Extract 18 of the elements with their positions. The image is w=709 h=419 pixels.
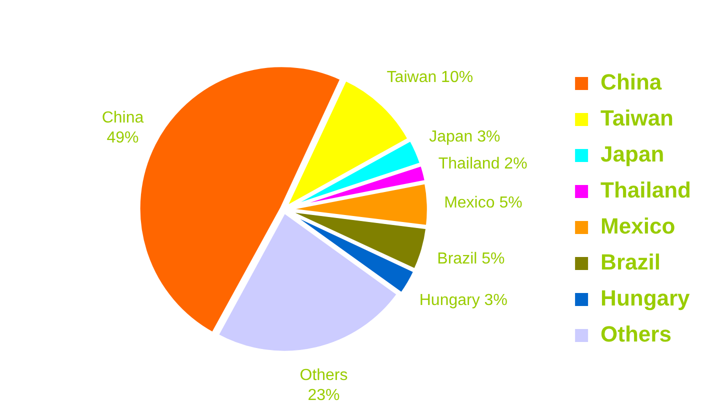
data-label: 49% xyxy=(106,130,139,147)
category-label: Hungary 3% xyxy=(419,292,508,310)
slice-label: China xyxy=(102,110,144,127)
legend-label: Brazil xyxy=(600,250,660,275)
category-label: Taiwan 10% xyxy=(386,68,474,86)
category-label: Thailand 2% xyxy=(438,155,528,172)
data-label: 23% xyxy=(308,386,340,404)
legend-label: Mexico xyxy=(600,214,676,239)
legend-label: Others xyxy=(600,322,672,347)
slice-label: Others xyxy=(300,366,348,384)
legend-label: China xyxy=(600,70,662,95)
legend-label: Taiwan xyxy=(600,106,674,131)
category-label: Japan 3% xyxy=(429,128,500,146)
legend-label: Hungary xyxy=(600,286,691,311)
legend-label: Thailand xyxy=(600,178,692,203)
category-label: Mexico 5% xyxy=(444,194,522,212)
category-label: Brazil 5% xyxy=(437,250,505,268)
legend-label: Japan xyxy=(600,142,664,167)
